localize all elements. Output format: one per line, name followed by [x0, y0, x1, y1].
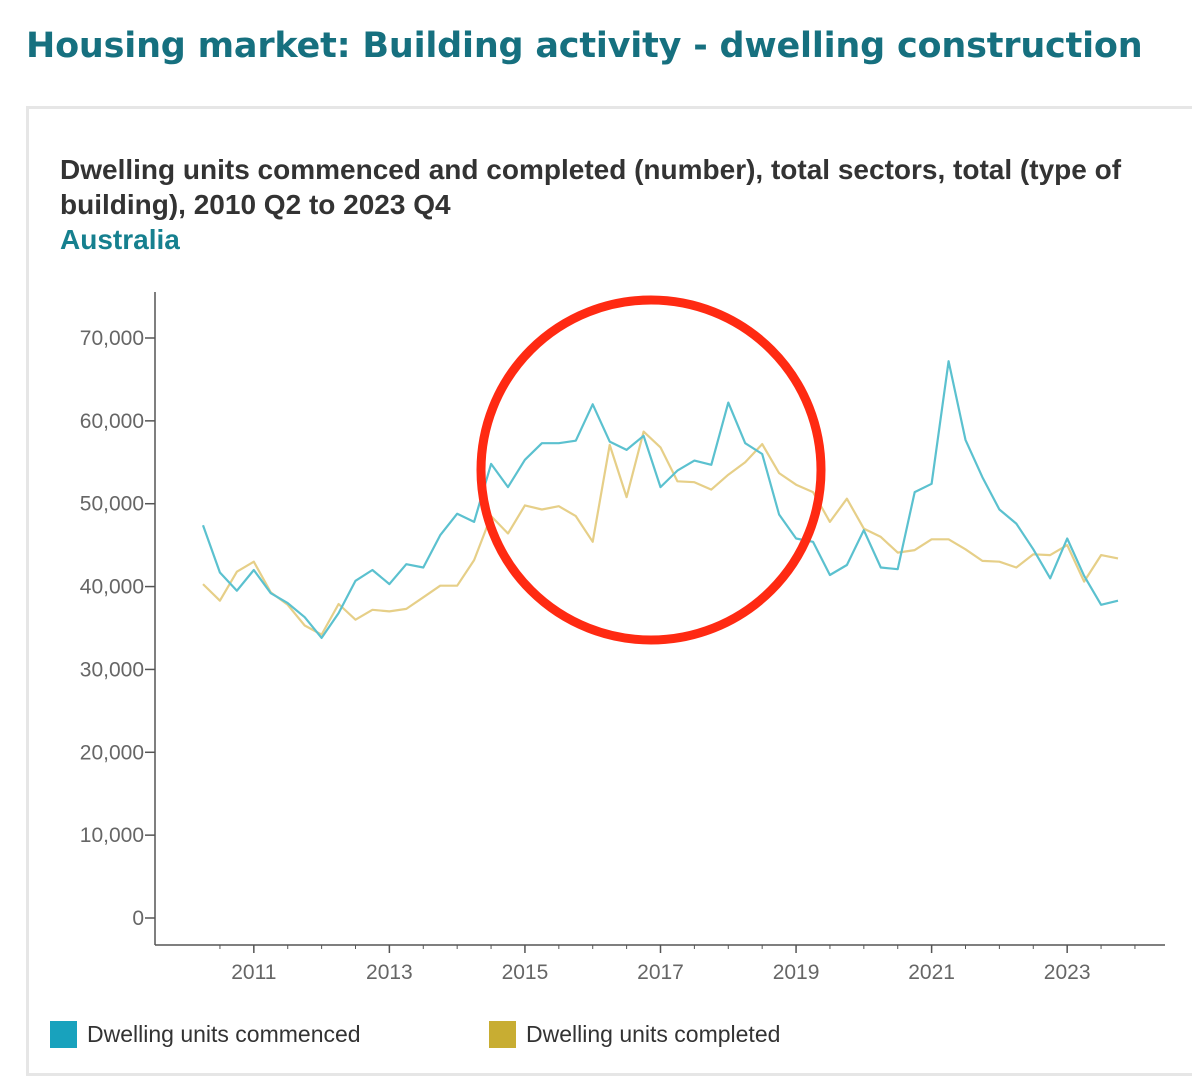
x-tick-label: 2017	[637, 961, 684, 984]
highlight-circle	[476, 295, 826, 645]
x-tick-label: 2013	[366, 961, 413, 984]
legend-item-completed[interactable]: Dwelling units completed	[489, 1018, 780, 1050]
y-tick-label: 20,000	[80, 741, 144, 764]
annotation-layer	[476, 295, 826, 645]
page-title: Housing market: Building activity - dwel…	[26, 26, 1143, 66]
y-axis: 0 10,000 20,000 30,000 40,000 50,000 60,000 70,…	[80, 292, 156, 945]
y-tick-label: 30,000	[80, 658, 144, 681]
y-tick-label: 10,000	[80, 824, 144, 847]
y-tick-label: 60,000	[80, 410, 144, 433]
y-tick-label: 40,000	[80, 576, 144, 599]
chart-subtitle: Australia	[60, 224, 180, 255]
chart-card	[26, 106, 1192, 1076]
chart-title: Dwelling units commenced and completed (…	[60, 154, 1122, 220]
x-tick-label: 2021	[908, 961, 955, 984]
x-tick-label: 2015	[502, 961, 549, 984]
x-tick-label: 2011	[231, 961, 276, 984]
legend-label-commenced: Dwelling units commenced	[87, 1020, 361, 1047]
series-line-commenced[interactable]	[201, 360, 1119, 640]
y-tick-label: 50,000	[80, 493, 144, 516]
x-axis: 2011 2013 2015 2017 2019 2021 2023	[155, 944, 1165, 984]
legend-label-completed: Dwelling units completed	[526, 1020, 781, 1047]
series-layer	[201, 360, 1119, 640]
x-tick-label: 2023	[1044, 961, 1091, 984]
series-line-completed[interactable]	[202, 430, 1119, 636]
y-tick-label: 70,000	[80, 327, 144, 350]
x-tick-label: 2019	[773, 961, 820, 984]
legend-swatch-completed	[489, 1020, 516, 1048]
y-tick-label: 0	[132, 907, 144, 930]
legend-swatch-commenced	[50, 1020, 77, 1048]
legend-item-commenced[interactable]: Dwelling units commenced	[50, 1018, 361, 1050]
